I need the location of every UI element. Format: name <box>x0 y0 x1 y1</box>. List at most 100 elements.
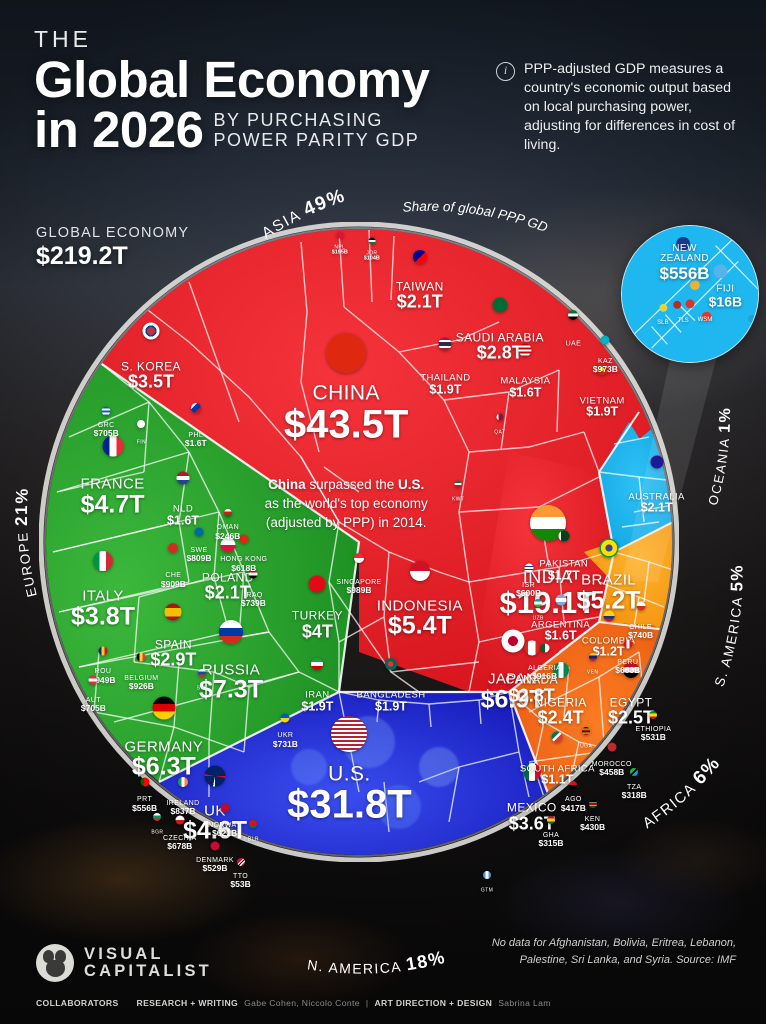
flag-icon-australia <box>650 455 664 469</box>
flag-icon-hong-kong <box>239 534 249 544</box>
flag-icon-vietnam <box>596 363 609 376</box>
info-icon: i <box>496 62 515 81</box>
flag-icon-pakistan <box>558 530 570 542</box>
flag-icon-spain <box>164 603 182 621</box>
flag-icon-denmark <box>210 841 220 851</box>
global-economy-label: GLOBAL ECONOMY <box>36 225 190 241</box>
flag-icon-uae <box>568 309 579 320</box>
flag-icon-s-korea <box>142 322 160 340</box>
flag-icon-ken <box>588 800 597 809</box>
flag-icon-iraq <box>248 569 258 579</box>
page-subtitle: BY PURCHASING POWER PARITY GDP <box>213 110 419 155</box>
flag-icon-singapore <box>354 553 364 563</box>
global-economy-total: GLOBAL ECONOMY $219.2T <box>36 225 189 271</box>
flag-icon-bangladesh <box>385 657 397 670</box>
oceania-inset-ring: NEW ZEALAND $556B FIJI $16B SLB TLS WSM <box>621 225 759 363</box>
flag-icon-china <box>326 333 367 374</box>
flag-icon-japan <box>501 629 525 653</box>
voronoi-treemap-chart: CHINA $43.5T INDIA $19.1T U.S. $31.8T JAPAN $6.… <box>39 222 684 893</box>
flag-icon-phl <box>190 402 201 413</box>
flag-icon-uga <box>582 726 591 735</box>
flag-icon-gha <box>547 816 555 825</box>
art-direction-label: ART DIRECTION + DESIGN <box>374 998 493 1008</box>
research-label: RESEARCH + WRITING <box>136 998 239 1008</box>
art-direction-names: Sabrina Lam <box>498 998 551 1008</box>
flag-icon-germany <box>152 696 176 720</box>
flag-icon-italy <box>93 551 113 572</box>
flag-icon-tza <box>630 768 639 777</box>
flag-icon-taiwan <box>412 250 427 265</box>
flag-icon-kaz <box>600 335 610 345</box>
flag-icon-morocco <box>607 742 617 752</box>
flag-icon-poland <box>220 537 236 553</box>
flag-icon-uk <box>204 765 226 787</box>
flag-icon-chile <box>636 601 646 611</box>
flag-icon-kwt <box>454 480 462 488</box>
flag-icon-south-africa <box>551 731 563 743</box>
magnifier-cone <box>622 350 718 582</box>
flag-icon-aut <box>88 675 98 685</box>
flag-icon-algeria <box>540 643 550 653</box>
oceania-inset: NEW ZEALAND $556B FIJI $16B SLB TLS WSM <box>621 225 759 363</box>
research-names: Gabe Cohen, Niccolo Conte <box>244 998 360 1008</box>
visual-capitalist-mark-icon <box>36 944 74 982</box>
collaborators-label: COLLABORATORS <box>36 998 119 1008</box>
flag-icon-colombia <box>603 610 615 622</box>
page-title-year: in 2026 <box>34 101 204 159</box>
flag-icon-swe <box>194 527 204 537</box>
flag-icon-svk <box>198 669 207 678</box>
flag-icon-ven <box>588 653 597 662</box>
flag-icon-rou <box>98 646 108 656</box>
flag-icon-czechia <box>175 815 185 825</box>
flag-icon-malaysia <box>518 343 532 357</box>
visual-capitalist-wordmark: VISUAL CAPITALIST <box>84 944 212 980</box>
voronoi-cells <box>39 222 679 862</box>
flag-icon-russia <box>219 619 243 644</box>
flag-icon-u-s- <box>331 716 368 752</box>
flag-icon-npl <box>336 231 344 239</box>
visual-capitalist-logo[interactable]: VISUAL CAPITALIST <box>36 944 212 982</box>
flag-icon-isr <box>524 563 534 573</box>
flag-icon-argentina <box>555 594 567 606</box>
global-economy-value: $219.2T <box>36 242 128 270</box>
no-data-note: No data for Afghanistan, Bolivia, Eritre… <box>492 935 736 969</box>
flag-icon-thailand <box>438 337 452 351</box>
collaborators: COLLABORATORS RESEARCH + WRITING Gabe Co… <box>36 998 551 1008</box>
flag-icon-brazil <box>599 538 619 558</box>
brand-line1: VISUAL <box>84 944 164 963</box>
flag-icon-uzb <box>534 598 543 607</box>
brand-line2: CAPITALIST <box>84 962 212 980</box>
flag-icon-qat <box>496 413 504 421</box>
no-data-line2: Palestine, Sri Lanka, and Syria. Source:… <box>519 953 736 966</box>
flag-icon-che <box>168 543 179 554</box>
flag-icon-tto <box>236 858 245 866</box>
no-data-line1: No data for Afghanistan, Bolivia, Eritre… <box>491 936 736 949</box>
flag-icon-peru <box>623 639 633 649</box>
flag-icon-ireland <box>178 777 188 787</box>
page-subtitle-line2: POWER PARITY GDP <box>213 129 420 150</box>
flag-icon-iran <box>311 657 324 670</box>
ppp-definition-note: i PPP-adjusted GDP measures a country's … <box>496 60 748 155</box>
flag-icon-canada <box>524 640 540 656</box>
flag-icon-fin <box>137 419 146 428</box>
ppp-definition-text: PPP-adjusted GDP measures a country's ec… <box>524 61 736 154</box>
flag-icon-france <box>102 435 124 457</box>
flag-icon-bgr <box>153 813 162 822</box>
flag-icon-blr <box>249 819 258 828</box>
flag-icon-mexico <box>522 763 541 782</box>
header: THE Global Economy in 2026 BY PURCHASING… <box>34 26 504 159</box>
flag-icon-indonesia <box>409 560 430 581</box>
header-eyebrow: THE <box>34 26 92 52</box>
flag-icon-jor <box>368 237 376 245</box>
page-title: Global Economy <box>34 51 430 108</box>
flag-icon-gtm <box>483 870 491 879</box>
flag-icon-ethiopia <box>649 710 658 719</box>
flag-icon-oman <box>223 509 232 518</box>
flag-icon-belgium <box>136 652 146 662</box>
flag-icon-nigeria <box>552 662 569 678</box>
flag-icon-saudi-arabia <box>492 297 508 313</box>
flag-icon-ukr <box>280 713 290 723</box>
flag-icon-prt <box>140 777 150 787</box>
flag-icon-turkey <box>308 575 326 593</box>
flag-icon-norway <box>220 803 230 813</box>
